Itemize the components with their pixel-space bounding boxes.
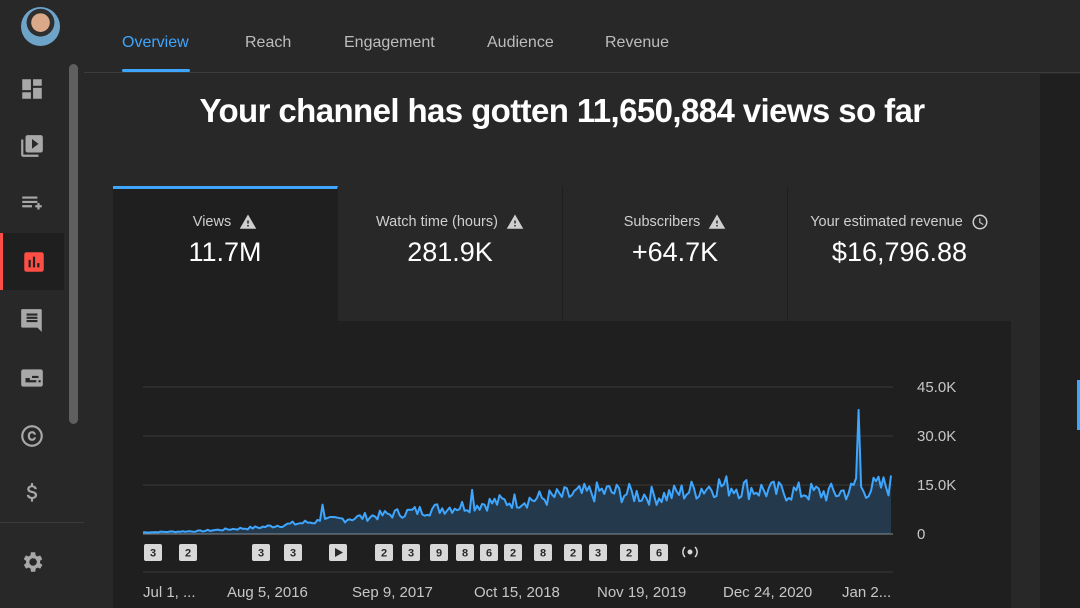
svg-text:2: 2	[570, 548, 576, 560]
svg-text:3: 3	[290, 548, 296, 560]
tab-revenue[interactable]: Revenue	[605, 34, 670, 51]
warning-icon	[239, 213, 257, 231]
metric-label: Views	[192, 214, 232, 230]
y-tick-label: 15.0K	[917, 477, 956, 494]
metric-label: Subscribers	[623, 214, 701, 230]
overview-card: Views 11.7M Watch time (hours) 281.9K Su…	[113, 186, 1011, 608]
event-marker: 2	[504, 544, 522, 561]
live-event-icon	[682, 546, 698, 558]
x-tick-label: Jan 2...	[842, 584, 891, 601]
views-series-line	[142, 408, 892, 534]
event-marker: 2	[375, 544, 393, 561]
event-marker: 2	[564, 544, 582, 561]
event-marker: 6	[480, 544, 498, 561]
channel-avatar[interactable]	[21, 7, 60, 46]
event-marker: 2	[179, 544, 197, 561]
svg-text:6: 6	[486, 548, 492, 560]
x-tick-label: Nov 19, 2019	[597, 584, 686, 601]
metric-label: Your estimated revenue	[810, 214, 963, 230]
warning-icon	[708, 213, 726, 231]
video-library-icon	[21, 134, 43, 157]
x-tick-label: Dec 24, 2020	[723, 584, 812, 601]
y-tick-label: 45.0K	[917, 379, 956, 396]
tab-audience[interactable]: Audience	[487, 34, 554, 51]
metric-subscribers[interactable]: Subscribers +64.7K	[563, 186, 788, 321]
x-tick-label: Sep 9, 2017	[352, 584, 433, 601]
nav-copyright[interactable]	[0, 407, 64, 464]
svg-text:2: 2	[381, 548, 387, 560]
tab-overview[interactable]: Overview	[122, 34, 189, 51]
page-title: Your channel has gotten 11,650,884 views…	[199, 92, 926, 129]
tab-engagement[interactable]: Engagement	[344, 34, 435, 51]
analytics-tabs: Overview Reach Engagement Audience Reven…	[84, 0, 1080, 73]
svg-text:6: 6	[656, 548, 662, 560]
nav-dashboard[interactable]	[0, 60, 64, 117]
metric-value: $16,796.88	[831, 237, 968, 267]
active-tab-indicator	[122, 69, 190, 72]
nav-settings[interactable]	[0, 533, 64, 590]
analytics-icon	[23, 251, 44, 272]
svg-text:2: 2	[185, 548, 191, 560]
subtitles-icon	[21, 368, 43, 387]
x-tick-label: Oct 15, 2018	[474, 584, 560, 601]
svg-text:3: 3	[258, 548, 264, 560]
playlist-icon	[22, 196, 42, 209]
copyright-icon	[21, 424, 43, 447]
nav-comments[interactable]	[0, 291, 64, 348]
svg-text:2: 2	[626, 548, 632, 560]
y-tick-label: 30.0K	[917, 428, 956, 445]
svg-text:8: 8	[462, 548, 468, 560]
dashboard-icon	[22, 78, 42, 99]
svg-text:3: 3	[408, 548, 414, 560]
right-panel	[1040, 74, 1080, 608]
tab-reach[interactable]: Reach	[245, 34, 292, 51]
nav-scrollbar[interactable]	[69, 64, 78, 424]
event-marker: 8	[534, 544, 552, 561]
event-marker: 3	[252, 544, 270, 561]
metric-label: Watch time (hours)	[376, 214, 498, 230]
dollar-icon	[26, 482, 38, 502]
metric-value: 11.7M	[188, 237, 262, 267]
metric-value: 281.9K	[407, 237, 493, 267]
event-marker: 6	[650, 544, 668, 561]
svg-text:2: 2	[510, 548, 516, 560]
right-panel-accent	[1077, 380, 1080, 430]
video-marker-icon	[329, 544, 347, 561]
event-marker: 3	[402, 544, 420, 561]
event-marker: 3	[589, 544, 607, 561]
event-marker: 3	[284, 544, 302, 561]
y-tick-label: 0	[917, 526, 925, 543]
warning-icon	[506, 213, 524, 231]
views-chart[interactable]: 45.0K 30.0K 15.0K 0 3 2 3 3 2 3 9 8 6 2 8 2 3 2 6 Jul 1, …	[113, 360, 1011, 608]
metric-views[interactable]: Views 11.7M	[113, 186, 338, 321]
x-tick-label: Jul 1, ...	[143, 584, 196, 601]
nav-content[interactable]	[0, 117, 64, 174]
left-nav-rail	[0, 0, 84, 608]
event-marker: 9	[430, 544, 448, 561]
comment-icon	[21, 308, 42, 332]
svg-text:9: 9	[436, 548, 442, 560]
svg-text:3: 3	[595, 548, 601, 560]
x-tick-label: Aug 5, 2016	[227, 584, 308, 601]
rail-divider	[0, 522, 84, 523]
nav-analytics[interactable]	[0, 233, 64, 290]
gear-icon	[23, 551, 43, 572]
metric-revenue[interactable]: Your estimated revenue $16,796.88	[788, 186, 1011, 321]
nav-subtitles[interactable]	[0, 349, 64, 406]
nav-playlists[interactable]	[0, 174, 64, 231]
nav-monetization[interactable]	[0, 465, 64, 522]
svg-text:3: 3	[150, 548, 156, 560]
event-marker: 3	[144, 544, 162, 561]
event-marker: 8	[456, 544, 474, 561]
event-marker: 2	[620, 544, 638, 561]
views-area-fill	[143, 409, 891, 534]
svg-text:8: 8	[540, 548, 546, 560]
clock-icon	[971, 213, 989, 231]
metric-watch-time[interactable]: Watch time (hours) 281.9K	[338, 186, 563, 321]
metric-value: +64.7K	[631, 237, 719, 267]
